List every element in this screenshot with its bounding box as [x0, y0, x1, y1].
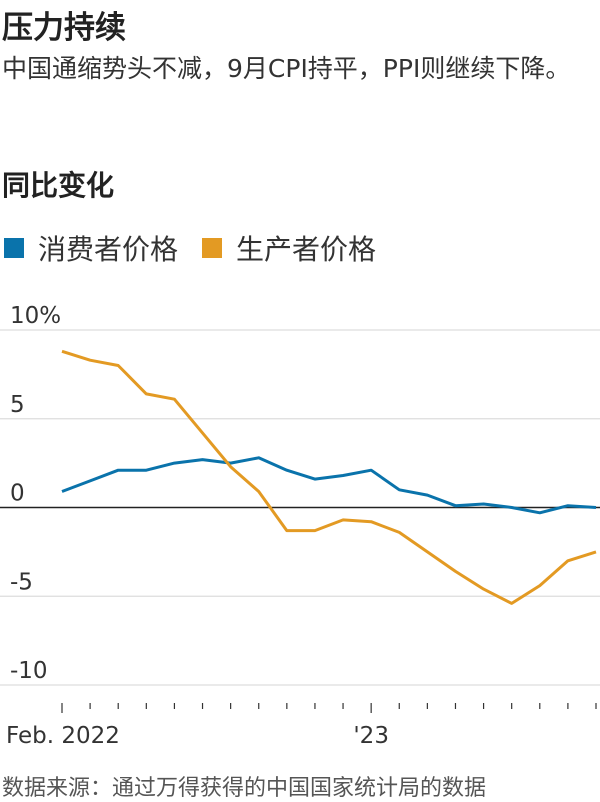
- x-tick-label: '23: [353, 723, 389, 749]
- series-line-cpi: [61, 456, 597, 515]
- y-tick-label: 5: [10, 392, 25, 418]
- line-chart: 10% 5 0 -5 -10 Feb. 2022 '23: [0, 303, 600, 749]
- legend-item-cpi: 消费者价格: [4, 228, 178, 268]
- chart-legend: 消费者价格 生产者价格: [4, 228, 400, 268]
- page-title: 压力持续: [2, 10, 126, 46]
- y-tick-label: 0: [10, 481, 25, 507]
- page-subtitle: 中国通缩势头不减，9月CPI持平，PPI则继续下降。: [2, 54, 571, 83]
- series-line-ppi: [61, 349, 597, 605]
- x-tick-label: Feb. 2022: [6, 723, 120, 749]
- y-tick-label: 10%: [10, 303, 61, 329]
- y-tick-label: -5: [10, 569, 33, 595]
- source-note: 数据来源：通过万得获得的中国国家统计局的数据: [2, 776, 487, 801]
- legend-label-ppi: 生产者价格: [236, 233, 377, 266]
- legend-label-cpi: 消费者价格: [38, 233, 179, 266]
- legend-item-ppi: 生产者价格: [202, 228, 376, 268]
- legend-swatch-ppi: [202, 238, 223, 258]
- chart-title: 同比变化: [2, 169, 115, 202]
- legend-swatch-cpi: [4, 238, 24, 258]
- y-tick-label: -10: [10, 658, 48, 684]
